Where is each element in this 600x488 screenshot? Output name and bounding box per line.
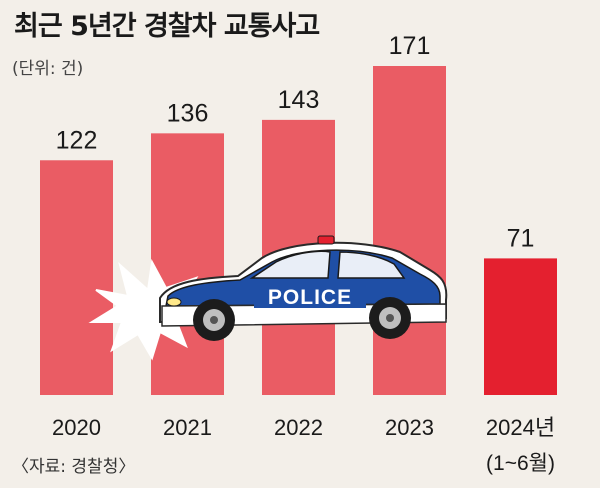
bar-2020 bbox=[40, 160, 113, 395]
value-label: 136 bbox=[167, 99, 209, 127]
category-label: 2020 bbox=[52, 415, 101, 440]
police-car-crash-icon: POLICE bbox=[88, 235, 448, 361]
category-label: 2023 bbox=[385, 415, 434, 440]
category-label: 2021 bbox=[163, 415, 212, 440]
bar-2021 bbox=[151, 133, 224, 396]
category-label: 2022 bbox=[274, 415, 323, 440]
category-label: 2024년 bbox=[486, 415, 555, 440]
police-label: POLICE bbox=[268, 286, 352, 309]
value-label: 171 bbox=[389, 32, 431, 60]
unit-label: (단위: 건) bbox=[12, 59, 84, 79]
bar-2024년 bbox=[484, 258, 557, 395]
bar-2023 bbox=[373, 66, 446, 395]
category-sublabel: (1~6월) bbox=[486, 452, 555, 475]
chart-title: 최근 5년간 경찰차 교통사고 bbox=[14, 11, 320, 42]
value-label: 143 bbox=[278, 86, 320, 114]
source-note: 〈자료: 경찰청〉 bbox=[12, 457, 136, 477]
value-label: 122 bbox=[56, 126, 98, 154]
value-label: 71 bbox=[507, 224, 535, 252]
